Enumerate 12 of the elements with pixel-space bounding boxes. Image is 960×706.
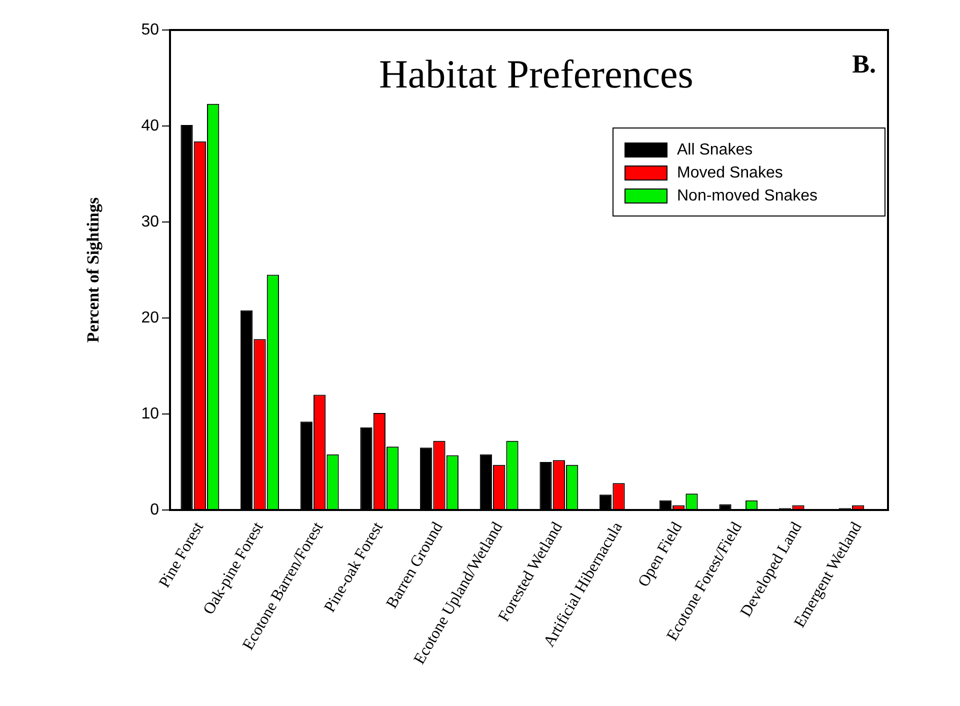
y-tick-label: 0 (150, 501, 160, 518)
legend-label: Moved Snakes (677, 164, 783, 182)
text: Habitat Preferences (379, 52, 694, 96)
y-tick-label: 50 (141, 21, 160, 38)
y-tick-label: 30 (141, 213, 160, 230)
legend-label: Non-moved Snakes (677, 187, 818, 204)
y-axis-title: Percent of Sightings (84, 197, 103, 343)
y-tick-label: 20 (141, 309, 160, 326)
y-tick-label: 10 (141, 405, 160, 422)
legend-label: All Snakes (677, 141, 753, 158)
y-tick-label: 40 (141, 117, 160, 134)
annotation: B. (852, 50, 876, 79)
